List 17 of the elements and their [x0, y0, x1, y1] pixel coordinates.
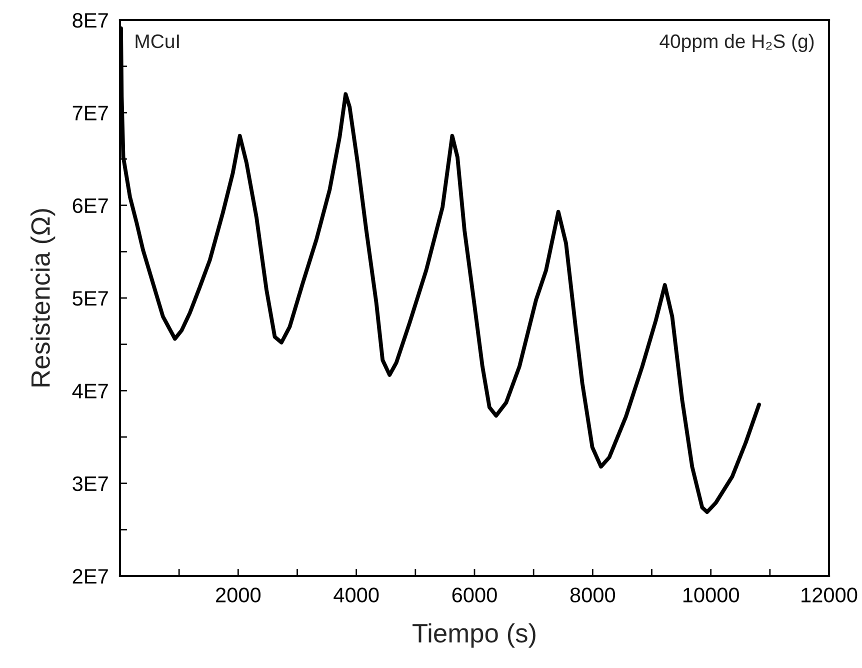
y-tick-label: 8E7 [72, 13, 108, 28]
x-tick-label: 10000 [683, 588, 739, 602]
y-axis-title: Resistencia (Ω) [30, 209, 56, 386]
x-axis-title: Tiempo (s) [412, 623, 536, 648]
y-tick-label: 3E7 [72, 476, 108, 492]
y-tick-label: 4E7 [72, 384, 108, 398]
x-tick-label: 6000 [452, 588, 497, 602]
x-tick-label: 2000 [216, 588, 261, 602]
y-tick-label: 2E7 [72, 569, 108, 584]
x-tick-label: 12000 [802, 588, 858, 602]
y-tick-label: 5E7 [72, 291, 108, 306]
annotation: MCuI [136, 34, 179, 48]
y-tick-label: 7E7 [72, 106, 108, 120]
annotation: 40ppm de H₂S (g) [660, 34, 814, 52]
x-tick-label: 4000 [334, 588, 379, 602]
x-tick-label: 8000 [570, 588, 616, 602]
y-tick-label: 6E7 [72, 198, 108, 214]
